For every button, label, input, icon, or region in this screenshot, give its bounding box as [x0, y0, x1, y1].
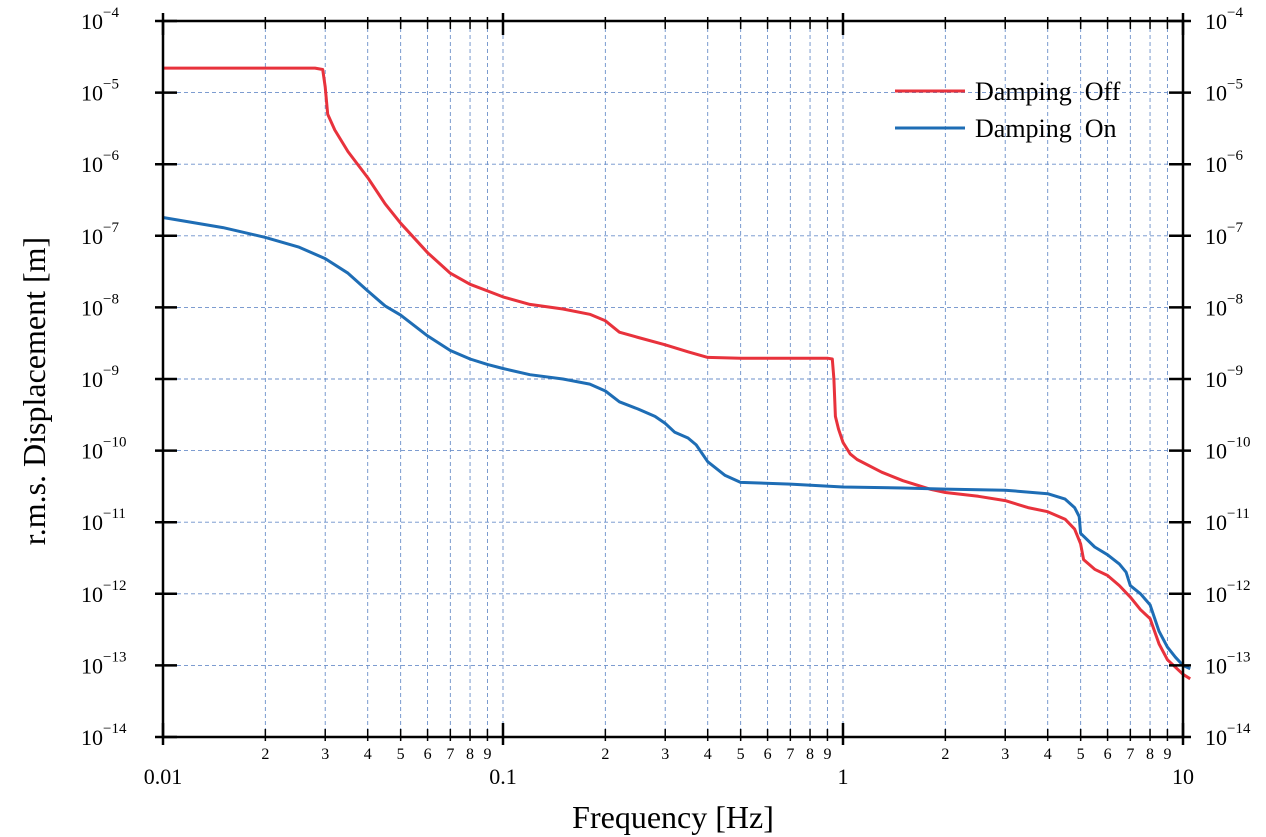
legend-label: Damping On: [975, 114, 1117, 143]
y-tick-label-right: 10−5: [1205, 77, 1243, 106]
y-tick-label-left: 10−10: [81, 435, 126, 464]
x-minor-tick-label: 9: [483, 746, 491, 763]
y-tick-label-left: 10−12: [81, 578, 126, 607]
x-tick-label: 10: [1172, 764, 1194, 789]
y-tick-label-left: 10−9: [81, 363, 119, 392]
legend: Damping Off Damping On: [895, 77, 1121, 143]
y-tick-label-left: 10−14: [81, 721, 127, 750]
x-minor-tick-label: 6: [764, 746, 772, 763]
y-tick-label-right: 10−13: [1205, 649, 1250, 678]
y-tick-label-left: 10−5: [81, 77, 119, 106]
x-minor-tick-label: 6: [1104, 746, 1112, 763]
x-minor-tick-label: 7: [786, 746, 794, 763]
x-minor-tick-label: 2: [601, 746, 609, 763]
y-axis-title: r.m.s. Displacement [m]: [16, 237, 52, 545]
x-minor-tick-label: 9: [1163, 746, 1171, 763]
x-minor-tick-label: 8: [466, 746, 474, 763]
x-minor-tick-label: 5: [397, 746, 405, 763]
x-minor-tick-label: 7: [446, 746, 454, 763]
series-line-damping-on: [162, 216, 1191, 671]
y-tick-label-right: 10−11: [1205, 506, 1250, 535]
y-tick-label-left: 10−6: [81, 148, 119, 177]
x-minor-tick-label: 5: [737, 746, 745, 763]
x-tick-label: 0.1: [489, 764, 517, 789]
series-line-damping-off: [163, 66, 1191, 681]
y-tick-label-left: 10−7: [81, 220, 119, 249]
y-tick-label-right: 10−14: [1205, 721, 1251, 750]
y-tick-label-right: 10−6: [1205, 148, 1243, 177]
y-tick-label-right: 10−10: [1205, 435, 1250, 464]
x-tick-label: 1: [838, 764, 849, 789]
x-minor-tick-label: 4: [704, 746, 712, 763]
y-tick-label-right: 10−8: [1205, 291, 1243, 320]
y-tick-label-right: 10−12: [1205, 578, 1250, 607]
series-group: [162, 66, 1191, 681]
x-minor-tick-label: 4: [1044, 746, 1052, 763]
y-tick-label-right: 10−9: [1205, 363, 1243, 392]
x-minor-tick-label: 8: [806, 746, 814, 763]
x-minor-tick-label: 5: [1077, 746, 1085, 763]
x-minor-tick-label: 4: [364, 746, 372, 763]
ticks: [155, 13, 1191, 745]
y-tick-labels: 10−4 10−4 10−5 10−5 10−6 10−6 10−7 10−7 10−8 10−8…: [81, 5, 1251, 750]
x-minor-tick-label: 6: [424, 746, 432, 763]
x-minor-tick-label: 7: [1126, 746, 1134, 763]
x-minor-tick-label: 2: [261, 746, 269, 763]
x-tick-labels: 0.012 3 4 5 6 7 8 90.12 3 4 5 6 7 8 912 3 4 5 6 7 8 910: [144, 746, 1194, 789]
legend-label: Damping Off: [975, 77, 1121, 106]
grid: [162, 20, 1184, 738]
x-minor-tick-label: 3: [1001, 746, 1009, 763]
x-minor-tick-label: 8: [1146, 746, 1154, 763]
y-tick-label-left: 10−4: [81, 5, 119, 34]
y-tick-label-left: 10−8: [81, 291, 119, 320]
y-tick-label-right: 10−7: [1205, 220, 1243, 249]
x-minor-tick-label: 2: [941, 746, 949, 763]
x-minor-tick-label: 3: [321, 746, 329, 763]
y-tick-label-left: 10−11: [81, 506, 126, 535]
x-axis-title: Frequency [Hz]: [572, 799, 774, 835]
x-minor-tick-label: 9: [823, 746, 831, 763]
x-tick-label: 0.01: [144, 764, 183, 789]
y-tick-label-right: 10−4: [1205, 5, 1243, 34]
y-tick-label-left: 10−13: [81, 649, 126, 678]
x-minor-tick-label: 3: [661, 746, 669, 763]
